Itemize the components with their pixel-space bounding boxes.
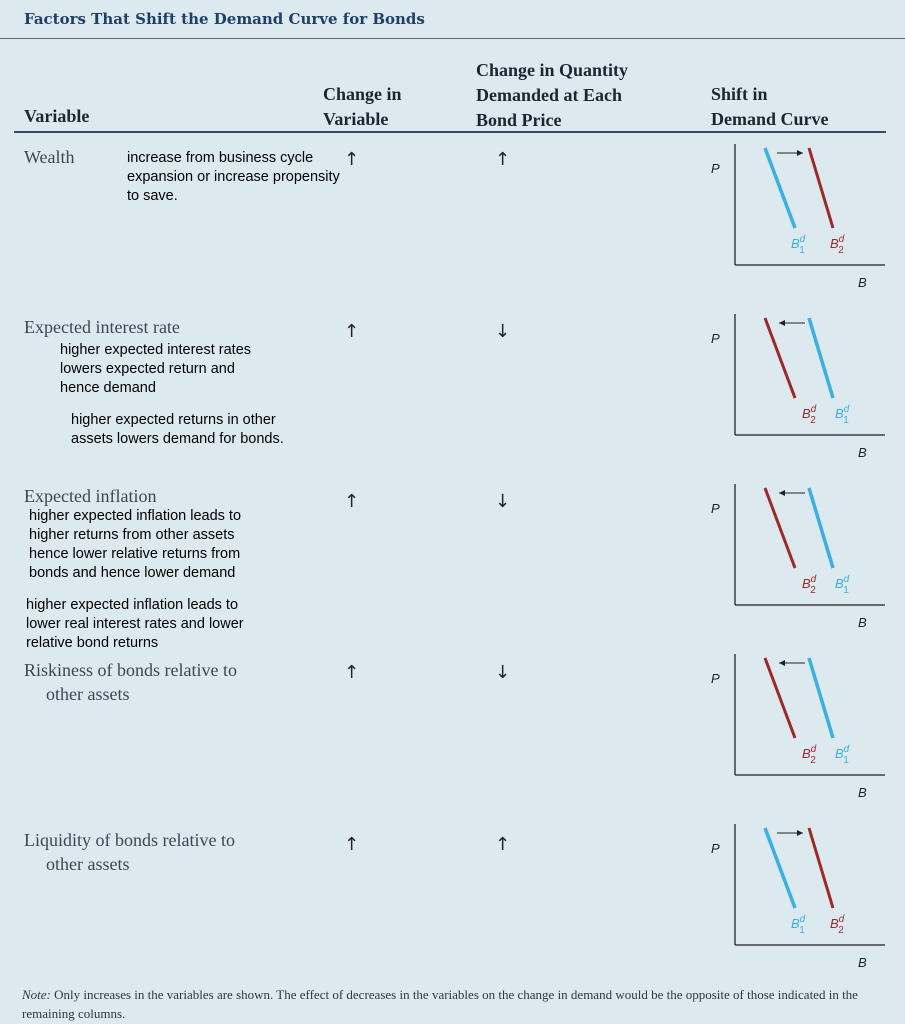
header-change-line1: Change in (323, 84, 402, 104)
row-expected-interest-rate-name: Expected interest rate (24, 315, 180, 339)
curve-label-original: Bd 1 (791, 234, 806, 256)
demand-curve-original (807, 657, 835, 739)
row-name-line2: other assets (46, 684, 130, 704)
row-wealth-quantity-arrow: ↑ (495, 149, 511, 170)
row-liquidity-quantity-arrow: ↑ (495, 834, 511, 855)
curve-label-shifted: Bd 2 (830, 234, 845, 256)
row-expected-inflation-quantity-arrow: ↓ (495, 491, 511, 512)
demand-curve-shifted (807, 827, 835, 909)
row-name-line1: Liquidity of bonds relative to (24, 830, 235, 850)
row-expected-interest-rate-note-1: higher expected interest rates lowers ex… (60, 342, 252, 396)
row-wealth-change-arrow: ↑ (344, 149, 360, 170)
y-axis-label: P (711, 841, 720, 856)
row-expected-inflation-shift-graph: P B Bd 2 Bd 1 (711, 484, 885, 630)
demand-curve-original (807, 487, 835, 569)
shift-arrow-head (779, 660, 785, 666)
row-expected-interest-rate-shift-graph: P B Bd 2 Bd 1 (711, 314, 885, 460)
footnote-lead: Note: (22, 987, 51, 1002)
row-name-line1: Riskiness of bonds relative to (24, 660, 237, 680)
demand-curve-original (763, 827, 797, 909)
demand-curve-shifted (763, 487, 797, 569)
header-shift-line2: Demand Curve (711, 109, 829, 129)
y-axis-label: P (711, 671, 720, 686)
curve-label-original: Bd 1 (791, 914, 806, 936)
y-axis-label: P (711, 501, 720, 516)
row-expected-interest-rate-change-arrow: ↑ (344, 321, 360, 342)
x-axis-label: B (858, 955, 867, 970)
row-expected-inflation-change-arrow: ↑ (344, 491, 360, 512)
header-qty-line1: Change in Quantity (476, 60, 629, 80)
curve-label-original: Bd 1 (835, 404, 850, 426)
page-title: Factors That Shift the Demand Curve for … (24, 10, 425, 28)
row-wealth-note-1: increase from business cycle expansion o… (127, 150, 340, 204)
row-name-line2: other assets (46, 854, 130, 874)
x-axis-label: B (858, 785, 867, 800)
row-expected-inflation-note-1: higher expected inflation leads to highe… (29, 508, 242, 581)
row-riskiness-change-arrow: ↑ (344, 662, 360, 683)
shift-arrow-head (797, 150, 803, 156)
row-liquidity-shift-graph: P B Bd 1 Bd 2 (711, 824, 885, 970)
footnote: Note: Only increases in the variables ar… (22, 985, 892, 1023)
title-rule (0, 38, 905, 39)
header-shift-in-demand: Shift in Demand Curve (711, 82, 829, 132)
y-axis-label: P (711, 161, 720, 176)
row-expected-interest-rate-quantity-arrow: ↓ (495, 321, 511, 342)
header-variable: Variable (24, 104, 89, 129)
x-axis-label: B (858, 615, 867, 630)
curve-label-shifted: Bd 2 (802, 744, 817, 766)
curve-label-shifted: Bd 2 (802, 404, 817, 426)
demand-curve-shifted (763, 657, 797, 739)
row-expected-inflation-note-2: higher expected inflation leads to lower… (26, 597, 244, 651)
row-riskiness-name: Riskiness of bonds relative to other ass… (24, 658, 237, 706)
curve-label-original: Bd 1 (835, 744, 850, 766)
curve-label-original: Bd 1 (835, 574, 850, 596)
shift-arrow-head (797, 830, 803, 836)
row-expected-interest-rate-note-2: higher expected returns in other assets … (71, 412, 284, 447)
row-riskiness-quantity-arrow: ↓ (495, 662, 511, 683)
curve-label-shifted: Bd 2 (830, 914, 845, 936)
row-wealth-shift-graph: P B Bd 1 Bd 2 (711, 144, 885, 290)
row-liquidity-change-arrow: ↑ (344, 834, 360, 855)
header-change-line2: Variable (323, 109, 389, 129)
x-axis-label: B (858, 275, 867, 290)
demand-curve-original (807, 317, 835, 399)
footnote-text: Only increases in the variables are show… (22, 987, 858, 1021)
row-riskiness-shift-graph: P B Bd 2 Bd 1 (711, 654, 885, 800)
row-name-line1: Expected inflation (24, 486, 157, 506)
header-variable-text: Variable (24, 106, 90, 126)
header-rule (14, 131, 886, 133)
curve-label-shifted: Bd 2 (802, 574, 817, 596)
demand-curve-original (763, 147, 797, 229)
row-name-line1: Wealth (24, 147, 75, 167)
header-shift-line1: Shift in (711, 84, 768, 104)
header-qty-line3: Bond Price (476, 110, 562, 130)
row-name-line1: Expected interest rate (24, 317, 180, 337)
header-change-in-variable: Change in Variable (323, 82, 402, 132)
demand-curve-shifted (763, 317, 797, 399)
demand-curve-shifted (807, 147, 835, 229)
shift-arrow-head (779, 490, 785, 496)
row-expected-inflation-name: Expected inflation (24, 484, 156, 508)
row-wealth-name: Wealth (24, 145, 75, 169)
row-liquidity-name: Liquidity of bonds relative to other ass… (24, 828, 235, 876)
header-change-in-quantity: Change in Quantity Demanded at Each Bond… (476, 58, 628, 133)
x-axis-label: B (858, 445, 867, 460)
y-axis-label: P (711, 331, 720, 346)
header-qty-line2: Demanded at Each (476, 85, 623, 105)
shift-arrow-head (779, 320, 785, 326)
